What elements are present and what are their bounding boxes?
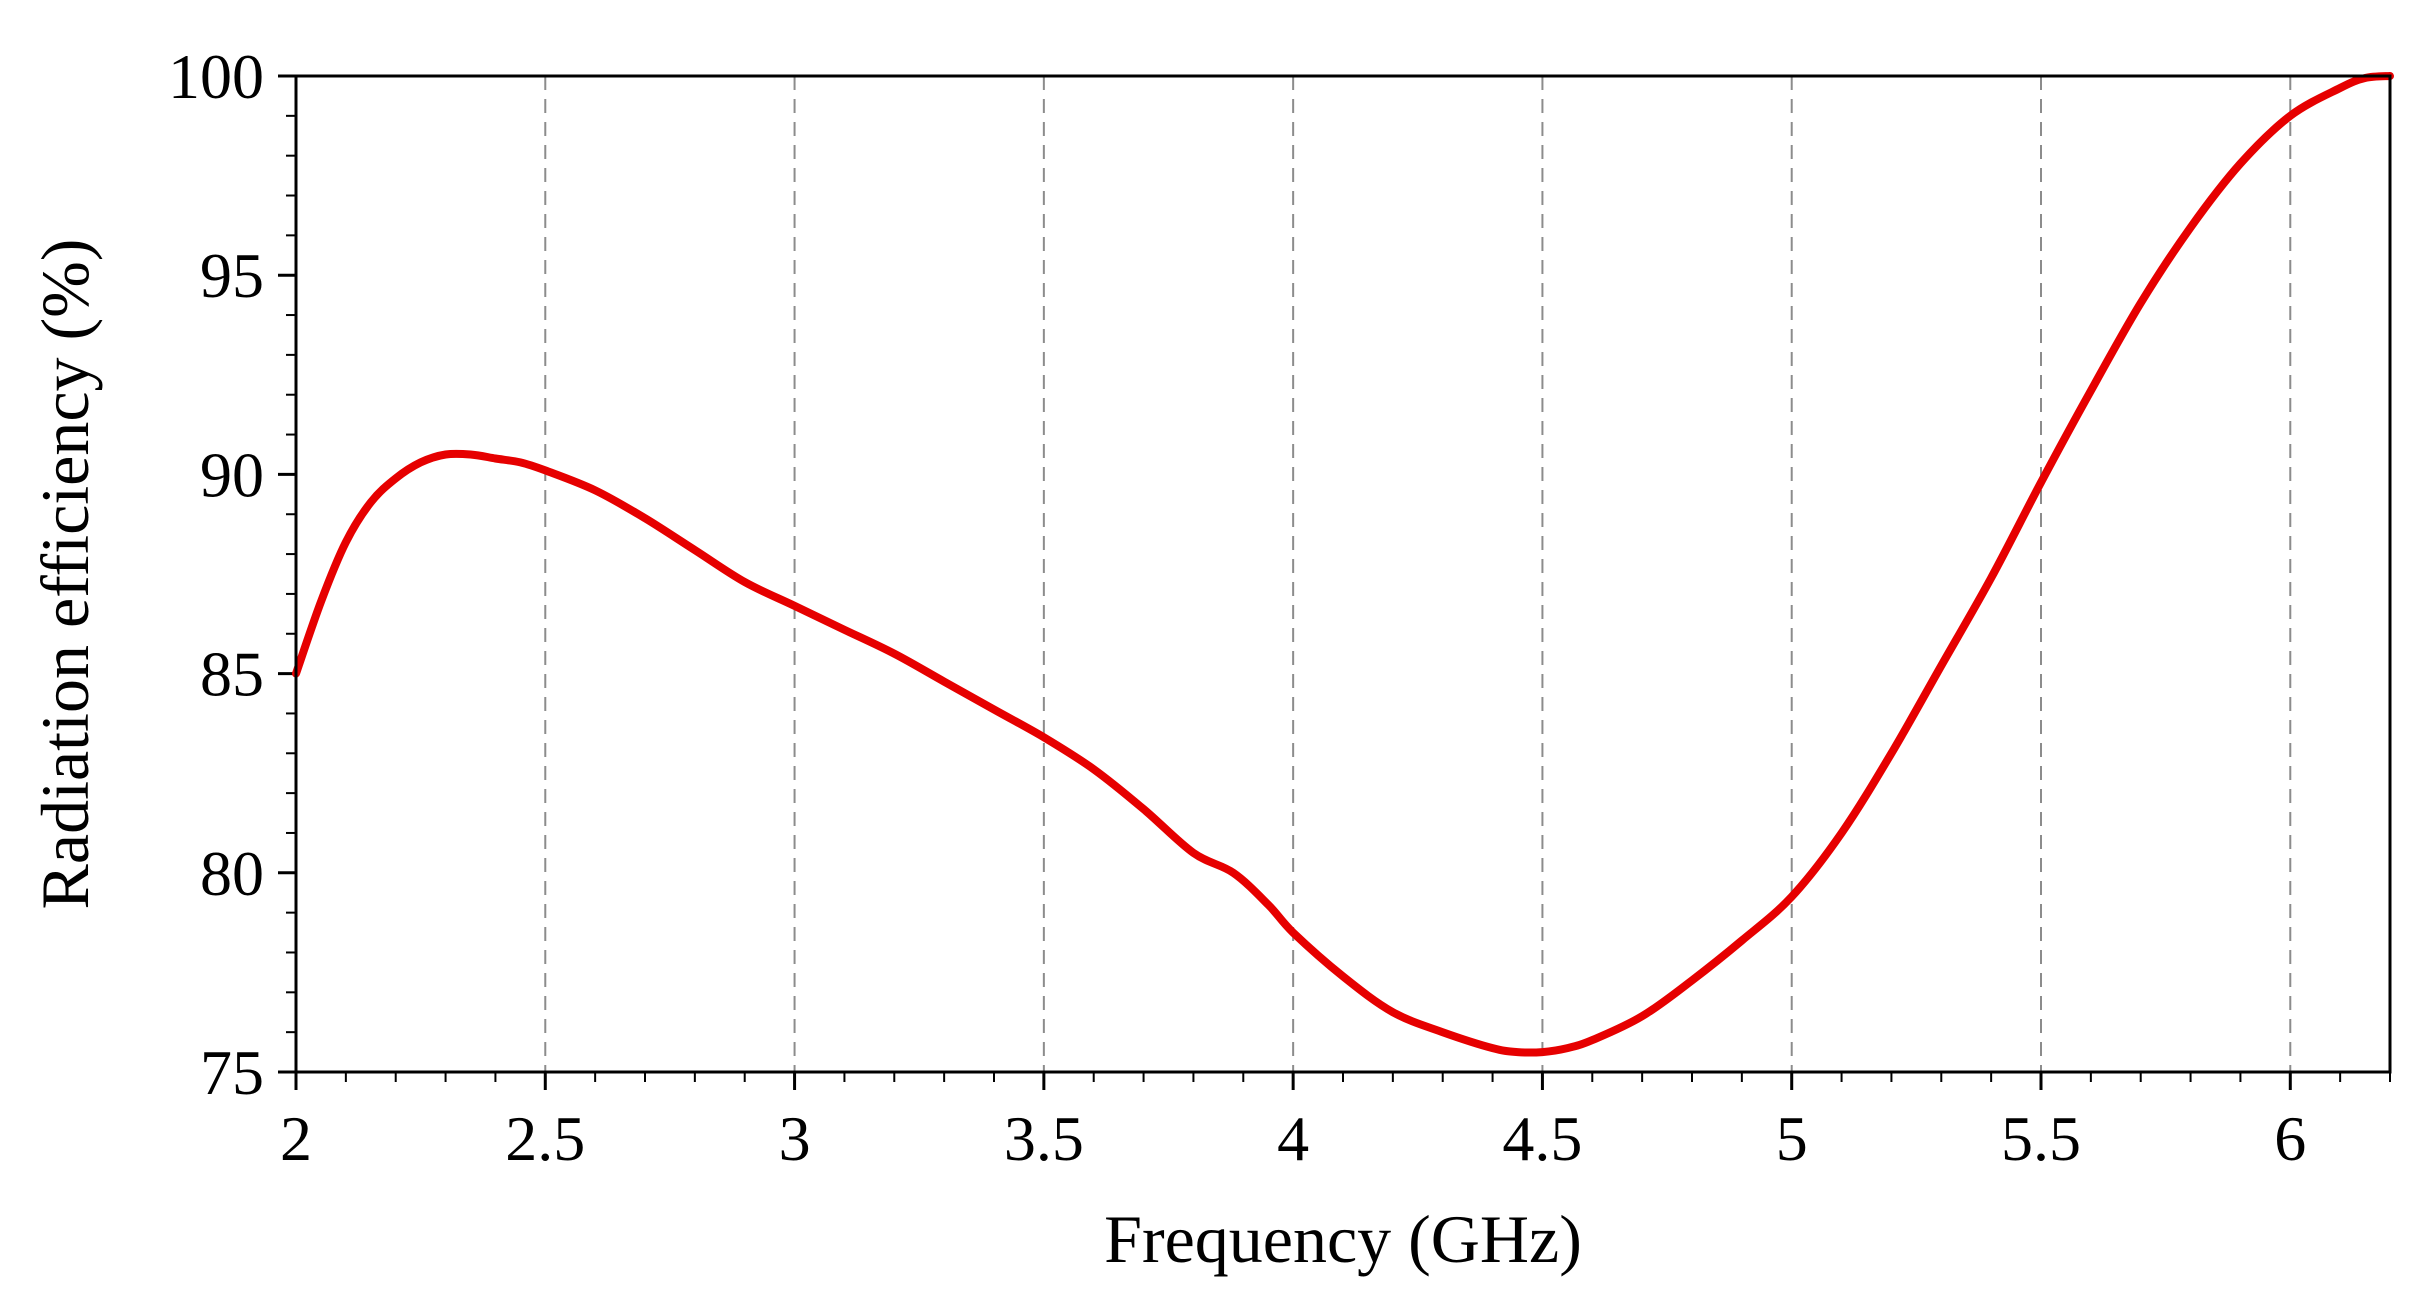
series-line-0 (292, 72, 2394, 1057)
data-series (292, 72, 2394, 1057)
x-tick-label-4: 4 (1277, 1103, 1309, 1174)
x-tick-label-2: 3 (779, 1103, 811, 1174)
x-tick-label-3: 3.5 (1004, 1103, 1084, 1174)
x-tick-label-5: 4.5 (1502, 1103, 1582, 1174)
y-axis-label: Radiation efficiency (%) (27, 239, 103, 910)
x-tick-label-1: 2.5 (505, 1103, 585, 1174)
y-tick-label-3: 90 (200, 439, 264, 510)
y-tick-label-2: 85 (200, 639, 264, 710)
grid-lines (544, 76, 2292, 1072)
x-axis-label: Frequency (GHz) (1104, 1201, 1582, 1277)
tick-labels: 2 2.5 3 3.5 4 4.5 5 5.5 6 75 80 85 90 95 100 (168, 41, 2306, 1174)
plot-frame (294, 74, 2392, 1074)
y-tick-label-0: 75 (200, 1037, 264, 1108)
axis-ticks (278, 74, 2391, 1090)
y-tick-label-1: 80 (200, 838, 264, 909)
x-tick-label-7: 5.5 (2001, 1103, 2081, 1174)
x-tick-label-8: 6 (2274, 1103, 2306, 1174)
x-tick-label-6: 5 (1776, 1103, 1808, 1174)
x-tick-label-0: 2 (280, 1103, 312, 1174)
y-tick-label-5: 100 (168, 41, 264, 112)
y-tick-label-4: 95 (200, 240, 264, 311)
